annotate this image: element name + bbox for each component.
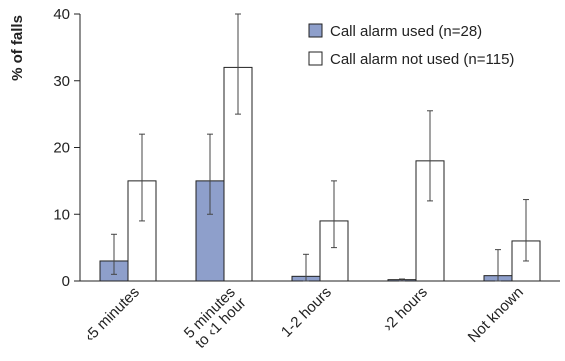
x-tick-label-line: ›2 hours bbox=[380, 284, 431, 335]
x-tick-label-line: ‹5 minutes bbox=[81, 284, 143, 346]
y-tick-label: 30 bbox=[53, 73, 70, 90]
y-tick-label: 40 bbox=[53, 6, 70, 23]
x-tick-label: 1-2 hours bbox=[278, 284, 335, 341]
x-tick-label: Not known bbox=[465, 284, 527, 346]
legend-label-call-alarm-used: Call alarm used (n=28) bbox=[330, 23, 482, 40]
bars bbox=[99, 66, 541, 282]
bar-alarm-not-used bbox=[223, 66, 253, 282]
legend-label-call-alarm-not-used: Call alarm not used (n=115) bbox=[330, 51, 514, 68]
error-bars bbox=[111, 13, 529, 282]
legend-swatch-call-alarm-used bbox=[308, 23, 323, 38]
y-tick-label: 10 bbox=[53, 206, 70, 223]
x-tick-label-line: 1-2 hours bbox=[278, 284, 335, 341]
bar-alarm-not-used bbox=[319, 220, 349, 282]
x-tick-label: 5 minutesto ‹1 hour bbox=[181, 284, 250, 353]
x-tick-label: ›2 hours bbox=[380, 284, 431, 335]
x-tick-label-line: Not known bbox=[465, 284, 527, 346]
y-axis-title: % of falls bbox=[9, 15, 26, 81]
y-tick-label: 20 bbox=[53, 140, 70, 157]
x-tick-label: ‹5 minutes bbox=[81, 284, 143, 346]
y-tick-label: 0 bbox=[62, 273, 70, 290]
legend: Call alarm used (n=28) Call alarm not us… bbox=[308, 23, 514, 68]
legend-swatch-call-alarm-not-used bbox=[308, 51, 323, 66]
